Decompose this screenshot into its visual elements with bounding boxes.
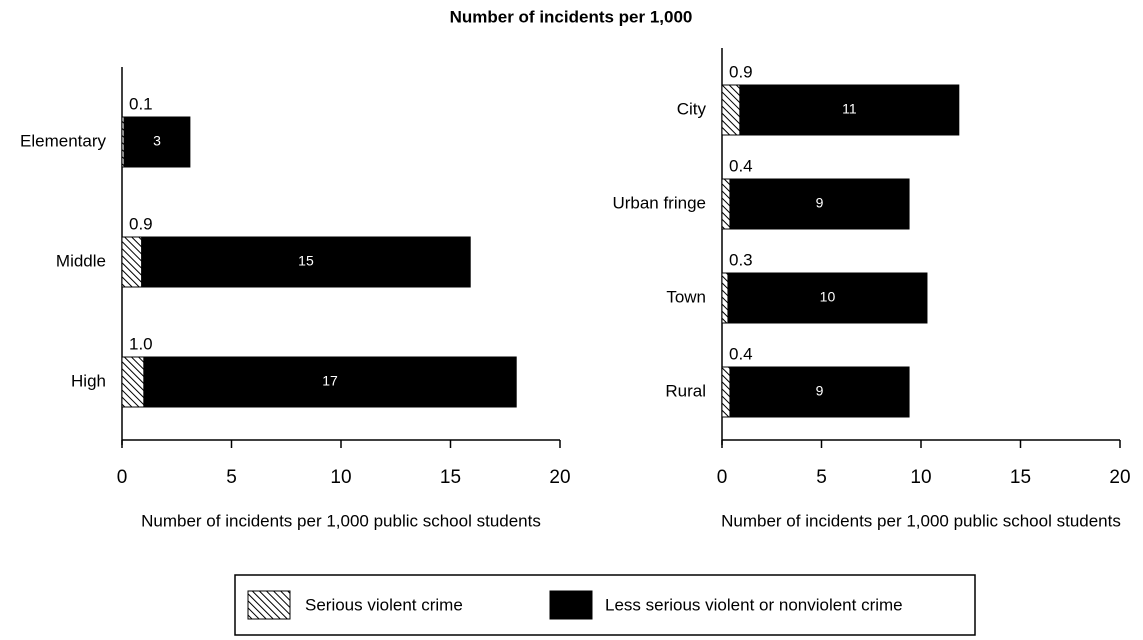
bar-segment	[143, 356, 517, 408]
value-label: 17	[322, 373, 338, 389]
category-label: High	[71, 371, 106, 390]
x-tick-label: 5	[816, 467, 827, 488]
bar-segment	[739, 84, 960, 136]
bar-segment	[121, 356, 145, 408]
bar-segment	[141, 236, 471, 288]
value-label: 9	[816, 195, 824, 211]
chart-title: Number of incidents per 1,000	[450, 7, 693, 26]
bar-segment	[721, 84, 741, 136]
legend-swatch	[549, 590, 593, 620]
category-label: Elementary	[20, 131, 106, 150]
x-tick-label: 15	[440, 467, 461, 488]
bar-segment	[727, 272, 928, 324]
value-label: 0.3	[729, 250, 753, 269]
legend-label: Less serious violent or nonviolent crime	[605, 595, 903, 614]
x-axis-title: Number of incidents per 1,000 public sch…	[721, 511, 1121, 530]
value-label: 0.1	[129, 94, 153, 113]
x-tick-label: 10	[910, 467, 931, 488]
value-label: 9	[816, 383, 824, 399]
category-label: Urban fringe	[612, 193, 706, 212]
legend-box	[234, 574, 976, 636]
legend-swatch	[247, 590, 291, 620]
value-label: 0.4	[729, 156, 753, 175]
bar-segment	[721, 272, 729, 324]
value-label: 11	[842, 101, 857, 117]
value-label: 0.4	[729, 344, 753, 363]
category-label: City	[677, 99, 707, 118]
bar-segment	[729, 366, 910, 418]
legend-label: Serious violent crime	[305, 595, 463, 614]
value-label: 1.0	[129, 334, 153, 353]
category-label: Middle	[56, 251, 106, 270]
category-label: Rural	[665, 381, 706, 400]
x-tick-label: 0	[117, 467, 128, 488]
value-label: 0.9	[729, 62, 753, 81]
category-label: Town	[666, 287, 706, 306]
x-tick-label: 20	[1109, 467, 1130, 488]
value-label: 3	[153, 133, 161, 149]
value-label: 10	[820, 289, 836, 305]
x-tick-label: 10	[330, 467, 351, 488]
value-label: 15	[298, 253, 314, 269]
bar-segment	[721, 366, 731, 418]
x-axis-title: Number of incidents per 1,000 public sch…	[141, 511, 541, 530]
bar-segment	[123, 116, 191, 168]
bar-segment	[721, 178, 731, 230]
bar-segment	[121, 236, 143, 288]
x-tick-label: 15	[1010, 467, 1031, 488]
x-tick-label: 5	[226, 467, 237, 488]
x-tick-label: 20	[549, 467, 570, 488]
bar-segment	[729, 178, 910, 230]
value-label: 0.9	[129, 214, 153, 233]
x-tick-label: 0	[717, 467, 728, 488]
